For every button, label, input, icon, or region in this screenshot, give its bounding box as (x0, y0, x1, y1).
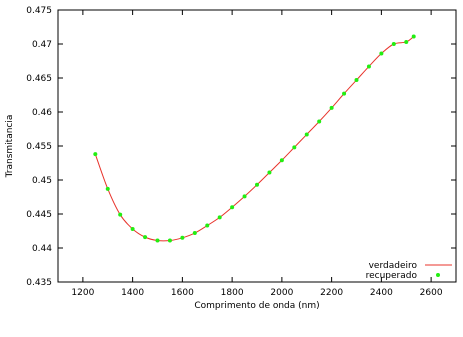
y-axis-label: Transmitancia (5, 115, 15, 179)
data-point-recuperado (379, 51, 384, 56)
data-point-recuperado (255, 182, 259, 187)
plot-frame (57, 9, 457, 283)
data-point-recuperado (118, 212, 123, 217)
data-point-recuperado (167, 238, 172, 243)
data-point-recuperado (317, 119, 322, 124)
legend-label-verdadeiro: verdadeiro (369, 261, 418, 271)
x-tick-label: 2400 (370, 288, 393, 298)
y-tick-label: 0.465 (26, 74, 52, 84)
x-tick-label: 1600 (171, 288, 194, 298)
data-point-recuperado (230, 205, 235, 210)
y-tick-label: 0.45 (32, 176, 52, 186)
data-point-recuperado (354, 78, 359, 83)
y-tick-label: 0.475 (26, 6, 52, 16)
data-point-recuperado (329, 105, 334, 110)
data-point-recuperado (342, 91, 347, 96)
data-point-recuperado (130, 226, 135, 231)
series-recuperado (93, 34, 416, 243)
axis-ticks (58, 9, 456, 283)
data-point-recuperado (411, 34, 416, 39)
y-tick-label: 0.46 (32, 108, 52, 118)
data-point-recuperado (105, 186, 110, 191)
series-line-verdadeiro (94, 36, 415, 242)
x-tick-label: 2200 (320, 288, 343, 298)
x-tick-label: 2000 (270, 288, 293, 298)
y-tick-label: 0.44 (32, 244, 52, 254)
data-point-recuperado (304, 132, 309, 137)
x-tick-label: 1400 (121, 288, 144, 298)
data-point-recuperado (366, 64, 371, 69)
data-point-recuperado (404, 39, 409, 44)
y-tick-label: 0.445 (26, 210, 52, 220)
legend-label-recuperado: recuperado (366, 271, 418, 281)
data-point-recuperado (155, 238, 160, 243)
y-tick-label: 0.435 (26, 278, 52, 288)
data-point-recuperado (217, 215, 222, 220)
data-point-recuperado (391, 42, 396, 46)
data-point-recuperado (242, 194, 247, 199)
legend: verdadeiro recuperado (366, 261, 452, 281)
legend-swatch-recuperado (436, 273, 440, 277)
series-verdadeiro (94, 36, 415, 242)
data-point-recuperado (180, 235, 185, 240)
data-point-recuperado (143, 235, 148, 240)
x-tick-label: 1800 (221, 288, 244, 298)
y-tick-label: 0.47 (32, 40, 52, 50)
x-axis-label: Comprimento de onda (nm) (194, 301, 319, 311)
x-tick-label: 1200 (71, 288, 94, 298)
data-point-recuperado (192, 231, 197, 236)
tick-labels: 1200 1400 1600 1800 2000 2200 2400 2600 0.435 0.4… (26, 6, 443, 298)
data-point-recuperado (205, 223, 210, 228)
data-point-recuperado (93, 152, 98, 157)
data-point-recuperado (267, 170, 272, 175)
y-tick-label: 0.455 (26, 142, 52, 152)
data-point-recuperado (279, 158, 284, 163)
x-tick-label: 2600 (420, 288, 443, 298)
data-point-recuperado (292, 145, 297, 150)
